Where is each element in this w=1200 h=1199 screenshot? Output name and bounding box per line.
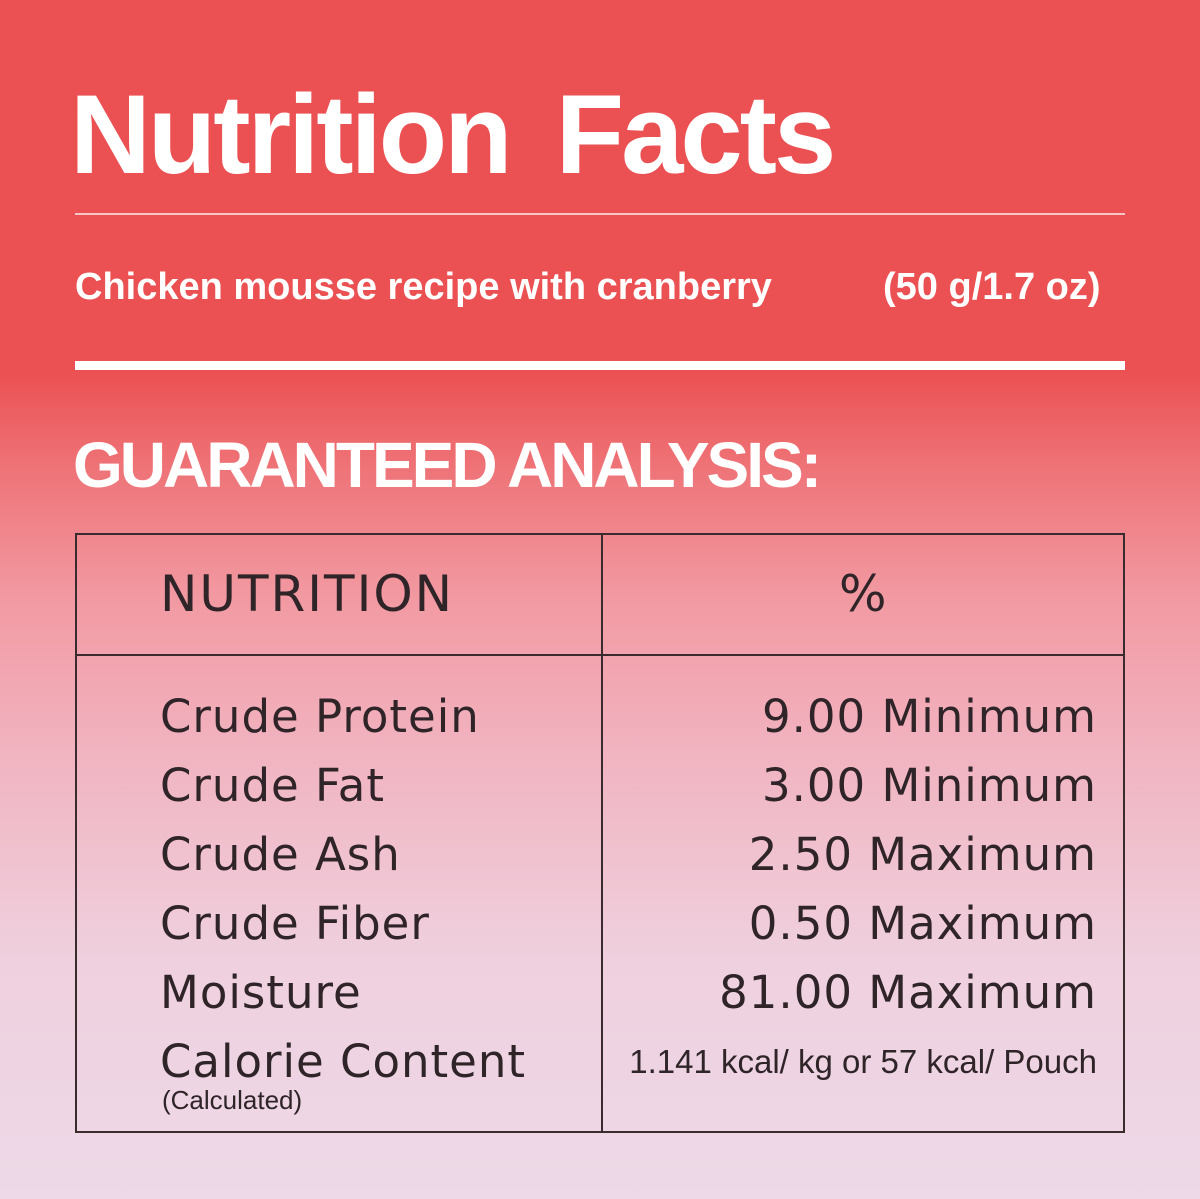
- nutrient-value: 81.00 Maximum: [719, 966, 1097, 1019]
- nutrient-name: Crude Fiber: [160, 897, 430, 950]
- divider-thick: [75, 361, 1125, 370]
- header-percent: %: [839, 565, 889, 623]
- nutrient-name: Crude Protein: [160, 690, 480, 743]
- section-heading: GUARANTEED ANALYSIS:: [73, 429, 822, 501]
- nutrient-name: Crude Ash: [160, 828, 401, 881]
- page-title: Nutrition Facts: [70, 72, 836, 197]
- table-row: Crude Protein 9.00 Minimum: [77, 690, 1123, 759]
- serving-size: (50 g/1.7 oz): [883, 266, 1101, 308]
- product-name: Chicken mousse recipe with cranberry: [75, 266, 772, 308]
- nutrient-name: Crude Fat: [160, 759, 385, 812]
- table-row: Crude Ash 2.50 Maximum: [77, 828, 1123, 897]
- nutrient-name: Moisture: [160, 966, 362, 1019]
- divider-thin: [75, 213, 1125, 215]
- nutrient-value: 1.141 kcal/ kg or 57 kcal/ Pouch: [629, 1043, 1097, 1080]
- analysis-table: NUTRITION % Crude Protein 9.00 Minimum C…: [75, 533, 1125, 1133]
- nutrient-value: 9.00 Minimum: [761, 690, 1097, 743]
- nutrient-note: (Calculated): [162, 1085, 303, 1115]
- table-row: Crude Fiber 0.50 Maximum: [77, 897, 1123, 966]
- nutrient-value: 2.50 Maximum: [748, 828, 1097, 881]
- table-row: Moisture 81.00 Maximum: [77, 966, 1123, 1035]
- header-nutrition: NUTRITION: [160, 565, 455, 623]
- nutrient-name: Calorie Content: [160, 1035, 526, 1088]
- product-subtitle: Chicken mousse recipe with cranberry (50…: [75, 266, 1101, 309]
- nutrient-value: 0.50 Maximum: [748, 897, 1097, 950]
- table-row: Calorie Content (Calculated) 1.141 kcal/…: [77, 1035, 1123, 1115]
- table-row: Crude Fat 3.00 Minimum: [77, 759, 1123, 828]
- column-divider: [601, 535, 603, 1131]
- nutrient-value: 3.00 Minimum: [761, 759, 1097, 812]
- header-divider: [77, 654, 1123, 656]
